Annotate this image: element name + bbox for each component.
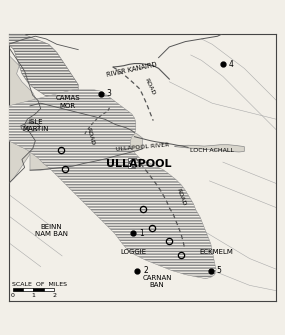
Text: ULLAPOOL: ULLAPOOL xyxy=(106,159,171,169)
Text: 1: 1 xyxy=(31,293,35,298)
Polygon shape xyxy=(9,55,41,184)
Polygon shape xyxy=(30,103,142,170)
Text: LOGGIE: LOGGIE xyxy=(120,249,146,255)
Text: 4: 4 xyxy=(229,60,234,69)
Text: ROAD: ROAD xyxy=(143,78,155,96)
Text: SCALE  OF  MILES: SCALE OF MILES xyxy=(12,281,67,286)
Polygon shape xyxy=(9,34,276,302)
Polygon shape xyxy=(175,145,244,152)
Text: 1: 1 xyxy=(139,228,144,238)
Text: ECKMELM: ECKMELM xyxy=(199,249,233,255)
Text: 2: 2 xyxy=(143,266,148,275)
Bar xyxy=(13,287,23,291)
Text: CAMAS
MÓR: CAMAS MÓR xyxy=(55,95,80,109)
Text: 5: 5 xyxy=(217,266,221,275)
Text: RIVER KANAIRD: RIVER KANAIRD xyxy=(106,61,158,78)
Polygon shape xyxy=(9,90,216,279)
Text: ROAD: ROAD xyxy=(86,127,95,146)
Bar xyxy=(33,287,44,291)
Text: LOCH ACHALL: LOCH ACHALL xyxy=(190,148,234,152)
Bar xyxy=(128,158,135,168)
Text: BEINN
NAM BAN: BEINN NAM BAN xyxy=(35,224,68,237)
Polygon shape xyxy=(21,123,39,132)
Text: ISLE
MARTIN: ISLE MARTIN xyxy=(22,120,48,132)
Text: ULLAPOOL RIVER: ULLAPOOL RIVER xyxy=(116,143,169,152)
Text: 3: 3 xyxy=(107,89,112,98)
Text: CARNAN
BAN: CARNAN BAN xyxy=(142,275,172,288)
Text: 0: 0 xyxy=(11,293,15,298)
Polygon shape xyxy=(9,34,78,106)
Text: 2: 2 xyxy=(52,293,56,298)
Text: ROAD: ROAD xyxy=(176,188,187,206)
Bar xyxy=(23,287,33,291)
Bar xyxy=(44,287,54,291)
